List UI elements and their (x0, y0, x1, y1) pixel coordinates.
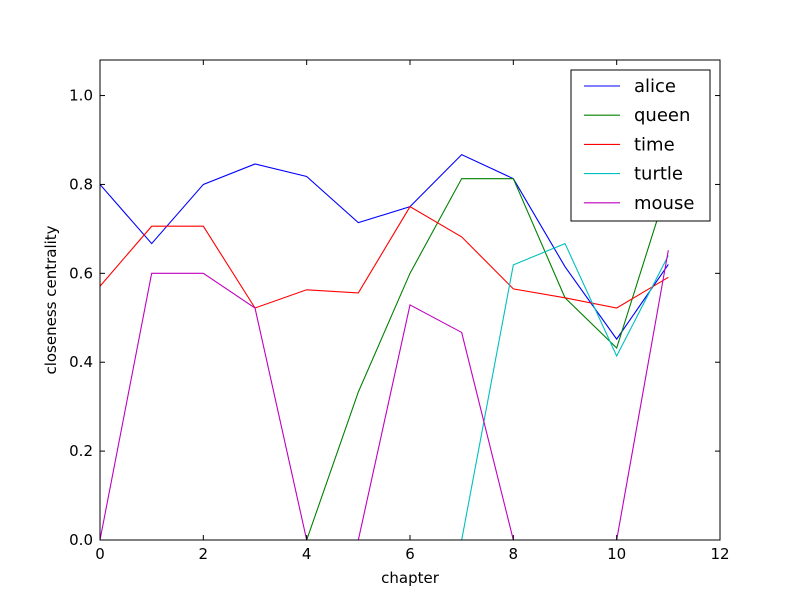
x-tick-label: 0 (95, 545, 105, 563)
legend-box (570, 69, 711, 222)
x-tick-label: 10 (607, 545, 626, 563)
x-tick-label: 6 (405, 545, 415, 563)
series-line-time (100, 205, 669, 309)
series-line-queen (100, 178, 669, 540)
y-tick-label: 1.0 (69, 87, 93, 105)
x-axis: 0 2 4 6 8 10 12 (95, 60, 730, 563)
x-tick-label: 8 (509, 545, 519, 563)
legend-label-turtle: turtle (634, 164, 683, 185)
series-line-mouse (100, 250, 669, 540)
y-tick-label: 0.4 (69, 353, 93, 371)
x-tick-label: 4 (302, 545, 312, 563)
legend-label-mouse: mouse (634, 193, 694, 214)
x-tick-label: 2 (199, 545, 209, 563)
x-axis-label: chapter (381, 569, 440, 587)
y-axis-label: closeness centrality (42, 225, 60, 374)
y-axis: 0.0 0.2 0.4 0.6 0.8 1.0 (69, 87, 720, 549)
series-line-alice (100, 154, 669, 341)
series-line-turtle (100, 242, 669, 540)
y-tick-label: 0.2 (69, 442, 93, 460)
x-tick-label: 12 (710, 545, 729, 563)
y-tick-label: 0.8 (69, 175, 93, 193)
legend-label-alice: alice (634, 76, 676, 97)
series-layer (100, 154, 669, 540)
legend: alice queen time turtle mouse (570, 69, 711, 222)
legend-label-queen: queen (634, 105, 690, 126)
y-tick-label: 0.6 (69, 264, 93, 282)
legend-label-time: time (634, 134, 675, 155)
y-tick-label: 0.0 (69, 531, 93, 549)
